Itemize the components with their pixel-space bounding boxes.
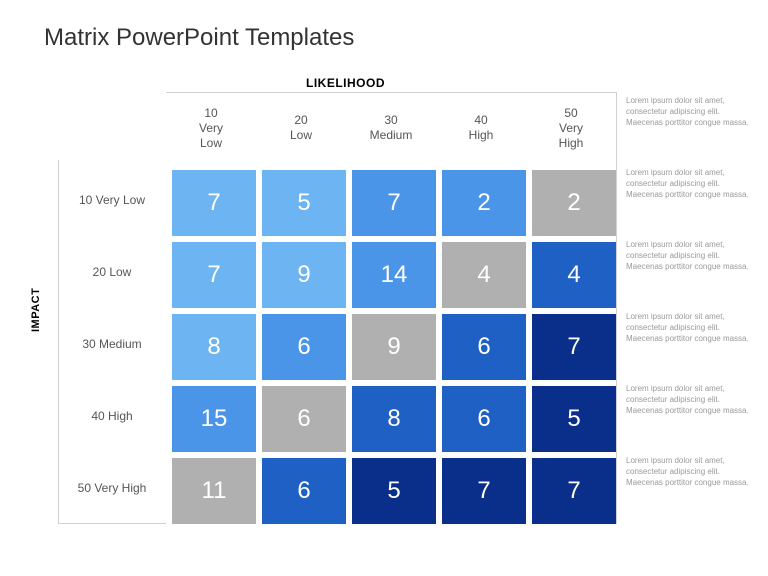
table-right-border <box>616 92 617 524</box>
cell-4-1: 6 <box>256 452 346 524</box>
cell-3-4: 5 <box>526 380 616 452</box>
matrix-row-3: 40 High 15 6 8 6 5 <box>58 380 616 452</box>
cell-3-2: 8 <box>346 380 436 452</box>
cell-1-0: 7 <box>166 236 256 308</box>
matrix-row-2: 30 Medium 8 6 9 6 7 <box>58 308 616 380</box>
side-note-1: Lorem ipsum dolor sit amet, consectetur … <box>624 164 752 236</box>
col-header-l1: High <box>469 128 494 143</box>
cell-1-2: 14 <box>346 236 436 308</box>
col-header-3: 40 High <box>436 92 526 164</box>
row-header-4: 50 Very High <box>58 452 166 524</box>
col-header-l2: Low <box>200 136 222 151</box>
cell-2-1: 6 <box>256 308 346 380</box>
row-header-0: 10 Very Low <box>58 164 166 236</box>
cell-2-0: 8 <box>166 308 256 380</box>
x-axis-label: LIKELIHOOD <box>306 76 385 90</box>
cell-1-3: 4 <box>436 236 526 308</box>
cell-3-1: 6 <box>256 380 346 452</box>
col-header-0: 10 Very Low <box>166 92 256 164</box>
matrix-row-0: 10 Very Low 7 5 7 2 2 <box>58 164 616 236</box>
cell-2-3: 6 <box>436 308 526 380</box>
col-header-l2: High <box>559 136 584 151</box>
col-header-l1: Very <box>559 121 583 136</box>
cell-1-4: 4 <box>526 236 616 308</box>
cell-2-4: 7 <box>526 308 616 380</box>
y-axis-label: IMPACT <box>30 288 42 332</box>
matrix-row-4: 50 Very High 11 6 5 7 7 <box>58 452 616 524</box>
col-header-1: 20 Low <box>256 92 346 164</box>
cell-2-2: 9 <box>346 308 436 380</box>
col-header-4: 50 Very High <box>526 92 616 164</box>
col-header-num: 20 <box>294 113 307 128</box>
row-header-2: 30 Medium <box>58 308 166 380</box>
col-header-l1: Very <box>199 121 223 136</box>
col-header-l1: Low <box>290 128 312 143</box>
matrix-row-1: 20 Low 7 9 14 4 4 <box>58 236 616 308</box>
side-note-2: Lorem ipsum dolor sit amet, consectetur … <box>624 236 752 308</box>
col-header-2: 30 Medium <box>346 92 436 164</box>
side-note-0: Lorem ipsum dolor sit amet, consectetur … <box>624 92 752 164</box>
cell-4-4: 7 <box>526 452 616 524</box>
col-header-num: 50 <box>564 106 577 121</box>
cell-0-0: 7 <box>166 164 256 236</box>
row-header-3: 40 High <box>58 380 166 452</box>
cell-0-3: 2 <box>436 164 526 236</box>
page-title: Matrix PowerPoint Templates <box>44 24 354 52</box>
cell-3-0: 15 <box>166 380 256 452</box>
cell-4-2: 5 <box>346 452 436 524</box>
cell-1-1: 9 <box>256 236 346 308</box>
cell-0-2: 7 <box>346 164 436 236</box>
risk-matrix: 10 Very Low 20 Low 30 Medium 40 High 50 … <box>58 92 616 524</box>
side-note-4: Lorem ipsum dolor sit amet, consectetur … <box>624 380 752 452</box>
col-header-l1: Medium <box>370 128 413 143</box>
col-header-num: 30 <box>384 113 397 128</box>
corner-spacer <box>58 92 166 164</box>
col-header-num: 40 <box>474 113 487 128</box>
side-note-5: Lorem ipsum dolor sit amet, consectetur … <box>624 452 752 524</box>
cell-4-0: 11 <box>166 452 256 524</box>
col-header-num: 10 <box>204 106 217 121</box>
cell-0-4: 2 <box>526 164 616 236</box>
side-note-3: Lorem ipsum dolor sit amet, consectetur … <box>624 308 752 380</box>
cell-3-3: 6 <box>436 380 526 452</box>
side-notes: Lorem ipsum dolor sit amet, consectetur … <box>624 92 752 524</box>
row-header-1: 20 Low <box>58 236 166 308</box>
cell-4-3: 7 <box>436 452 526 524</box>
col-header-row: 10 Very Low 20 Low 30 Medium 40 High 50 … <box>58 92 616 164</box>
cell-0-1: 5 <box>256 164 346 236</box>
